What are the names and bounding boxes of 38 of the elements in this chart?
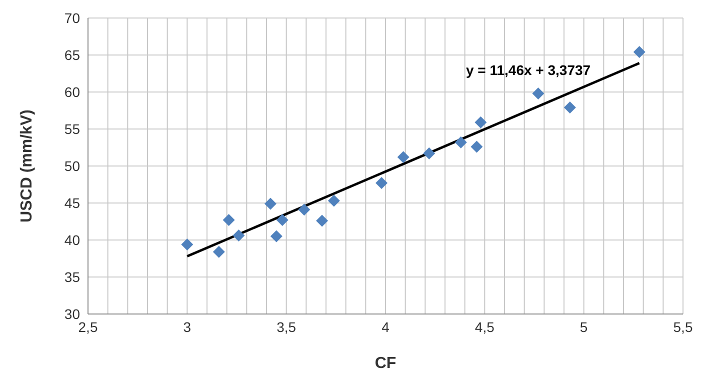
point xyxy=(633,46,646,58)
y-tick-label: 45 xyxy=(64,194,80,211)
x-tick-label: 5 xyxy=(580,318,588,335)
point xyxy=(222,214,235,226)
point xyxy=(316,214,328,227)
point xyxy=(454,136,467,148)
point xyxy=(264,198,276,210)
x-tick-label: 5,5 xyxy=(673,318,693,335)
y-tick-label: 70 xyxy=(64,10,80,26)
y-axis-title: USCD (mm/kV) xyxy=(18,110,36,222)
y-tick-label: 55 xyxy=(64,120,80,137)
point xyxy=(270,230,282,242)
point xyxy=(181,238,194,250)
point xyxy=(328,194,340,207)
point xyxy=(298,204,310,216)
point xyxy=(470,140,483,153)
point xyxy=(276,214,288,226)
point xyxy=(474,116,487,128)
x-tick-label: 3,5 xyxy=(276,318,296,335)
point xyxy=(232,230,245,242)
point xyxy=(423,147,436,160)
point xyxy=(564,102,576,114)
point xyxy=(212,246,225,258)
y-tick-label: 35 xyxy=(64,268,80,285)
x-axis-title: CF xyxy=(374,355,396,372)
y-tick-label: 65 xyxy=(64,46,80,63)
point xyxy=(376,177,388,190)
x-tick-label: 4 xyxy=(382,318,390,335)
y-tick-label: 60 xyxy=(64,84,80,100)
y-tick-label: 30 xyxy=(64,306,80,322)
x-tick-label: 4,5 xyxy=(474,318,495,335)
y-tick-label: 50 xyxy=(64,158,80,174)
x-tick-label: 2,5 xyxy=(78,318,98,335)
point xyxy=(532,87,544,100)
annotation: y = 11,46x + 3,3737 xyxy=(466,62,591,78)
point xyxy=(397,151,410,164)
y-tick-label: 40 xyxy=(64,232,80,248)
x-tick-label: 3 xyxy=(183,318,192,335)
